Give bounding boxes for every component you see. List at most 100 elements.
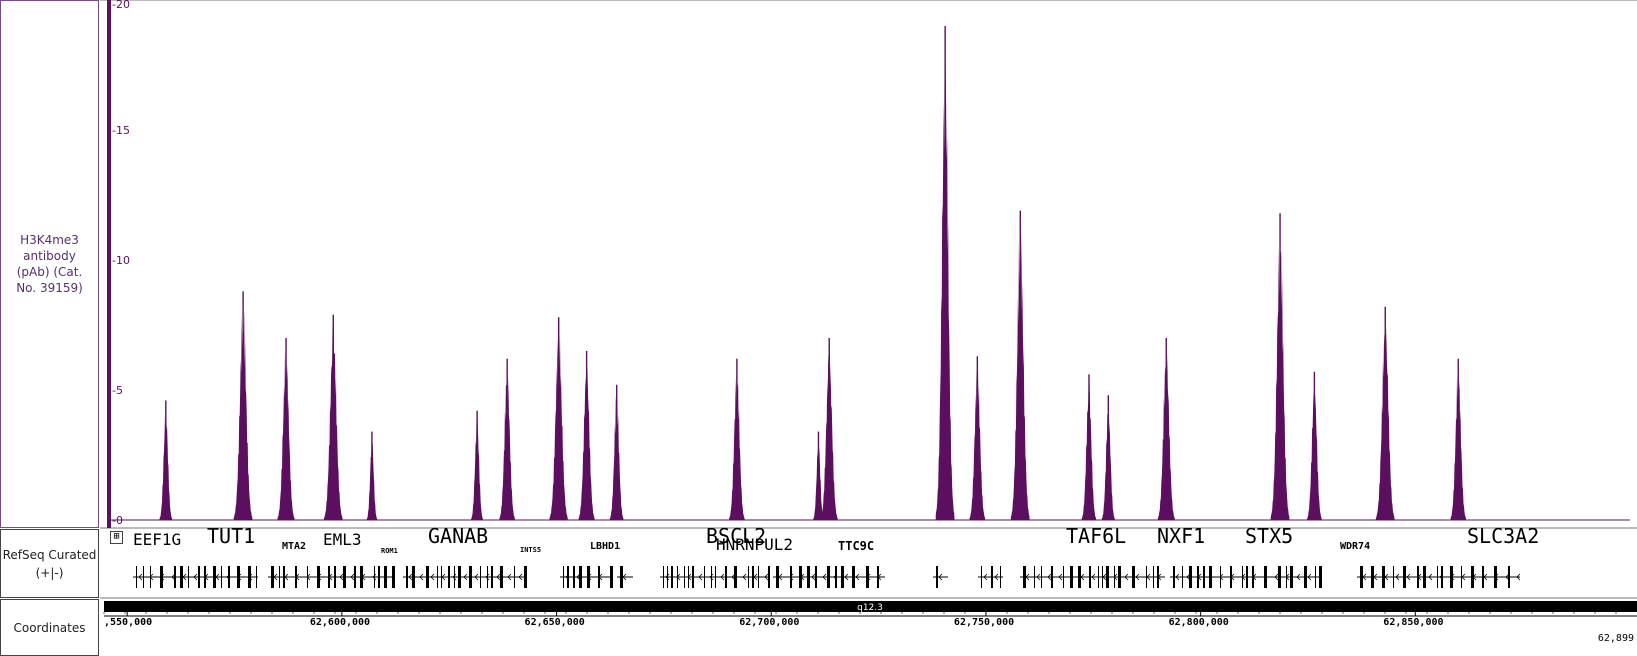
gene-exon: [1230, 566, 1232, 588]
gene-exon: [295, 566, 297, 588]
gene-exon: [1182, 566, 1183, 588]
gene-label[interactable]: BSCL2: [706, 524, 767, 548]
x-tick-label: 62,650,000: [525, 617, 585, 628]
gene-exon: [598, 566, 600, 588]
strand-arrow: [1307, 573, 1312, 581]
track-label-panel[interactable]: H3K4me3 antibody (pAb) (Cat. No. 39159): [0, 0, 99, 528]
gene-exon: [671, 566, 673, 588]
gene-label[interactable]: HNRNPUL2: [716, 535, 794, 554]
x-tick-label: 62,800,000: [1169, 617, 1229, 628]
gene-exon: [1098, 566, 1099, 588]
gene-exon: [835, 566, 837, 588]
gene-label[interactable]: TTC9C: [838, 539, 875, 553]
gene-exon: [150, 566, 151, 588]
strand-arrow: [1406, 573, 1411, 581]
gene-label[interactable]: MTA2: [282, 541, 307, 552]
gene-exon: [491, 566, 493, 588]
gene-exon: [514, 566, 515, 588]
gene-exon: [180, 566, 183, 588]
gene-exon: [1319, 566, 1322, 588]
gene-exon: [448, 566, 450, 588]
gene-exon: [1393, 566, 1394, 588]
gene-label[interactable]: LBHD1: [590, 541, 621, 552]
gene-exon: [663, 566, 664, 588]
gene-exon: [1000, 566, 1001, 588]
gene-exon: [790, 566, 792, 588]
refseq-label-panel[interactable]: RefSeq Curated (+|-): [0, 529, 99, 598]
gene-exon: [610, 566, 613, 588]
y-axis: -0-5-10-15-20: [112, 0, 130, 527]
gene-exon: [1437, 566, 1438, 588]
gene-label[interactable]: ROM1: [381, 547, 398, 555]
gene-label[interactable]: INTS5: [520, 546, 542, 554]
gene-label[interactable]: EEF1G: [133, 530, 182, 549]
gene-exon: [758, 566, 759, 588]
strand-arrow: [138, 573, 143, 581]
gene-label[interactable]: SLC3A2: [1467, 524, 1540, 548]
gene-exon: [1197, 566, 1199, 588]
gene-exon: [1034, 566, 1035, 588]
gene-label[interactable]: WDR74: [1340, 541, 1371, 552]
gene-exon: [174, 566, 176, 588]
chromosome-ideogram: q12.3: [104, 601, 1637, 613]
gene-exon: [776, 566, 779, 588]
strand-arrow: [938, 573, 943, 581]
gene-exon: [991, 566, 993, 588]
strand-arrow: [518, 573, 523, 581]
gene-exon: [1153, 566, 1154, 588]
signal-axis-bar: [107, 0, 111, 528]
strand-arrow: [193, 573, 198, 581]
gene-exon: [1051, 566, 1053, 588]
gene-exon: [841, 566, 844, 588]
x-axis: ,550,000 62,600,000 62,650,000 62,700,000 62…: [103, 612, 1637, 644]
gene-exon: [221, 566, 222, 588]
expand-track-icon[interactable]: ⊞: [110, 531, 123, 544]
gene-exon: [469, 566, 472, 588]
gene-exon: [458, 566, 461, 588]
strand-arrow: [698, 573, 703, 581]
gene-exon: [1482, 566, 1484, 588]
coordinates-label-panel[interactable]: Coordinates: [0, 599, 99, 656]
gene-label[interactable]: NXF1: [1157, 524, 1206, 548]
gene-exon: [237, 566, 240, 588]
strand-arrow: [742, 573, 747, 581]
gene-exon: [384, 566, 387, 588]
gene-label[interactable]: EML3: [323, 530, 362, 549]
gene-exon: [271, 566, 274, 588]
gene-exon: [426, 566, 429, 588]
signal-track: [110, 26, 1630, 521]
gene-exon: [1157, 566, 1159, 588]
gene-exon: [1102, 566, 1103, 588]
strand-arrow: [507, 573, 512, 581]
gene-exon: [343, 566, 346, 588]
gene-exon: [807, 566, 810, 588]
gene-label[interactable]: STX5: [1245, 524, 1294, 548]
strand-arrow: [1175, 573, 1180, 581]
gene-exon: [1132, 566, 1135, 588]
gene-label[interactable]: TUT1: [207, 524, 256, 548]
strand-arrow: [844, 573, 849, 581]
gene-exon: [307, 566, 308, 588]
gene-exon: [374, 566, 375, 588]
gene-exon: [1023, 566, 1026, 588]
x-tick-label: 62,600,000: [310, 617, 370, 628]
strand-arrow: [430, 573, 435, 581]
gene-exon: [378, 566, 380, 588]
gene-exon: [1450, 566, 1453, 588]
strand-arrow: [764, 573, 769, 581]
gene-label[interactable]: TAF6L: [1066, 524, 1127, 548]
refseq-label: RefSeq Curated (+|-): [2, 547, 97, 580]
y-tick-label: -10: [112, 254, 130, 267]
gene-exon: [1209, 566, 1212, 588]
gene-exon: [1278, 566, 1281, 588]
gene-label[interactable]: GANAB: [428, 524, 489, 548]
strand-arrow: [1036, 573, 1041, 581]
strand-arrow: [408, 573, 413, 581]
strand-arrow: [983, 573, 988, 581]
strand-arrow: [1428, 573, 1433, 581]
x-tick-label: 62,700,000: [739, 617, 799, 628]
gene-exon: [748, 566, 749, 588]
gene-exon: [1118, 566, 1121, 588]
strand-arrow: [994, 573, 999, 581]
strand-arrow: [811, 573, 816, 581]
